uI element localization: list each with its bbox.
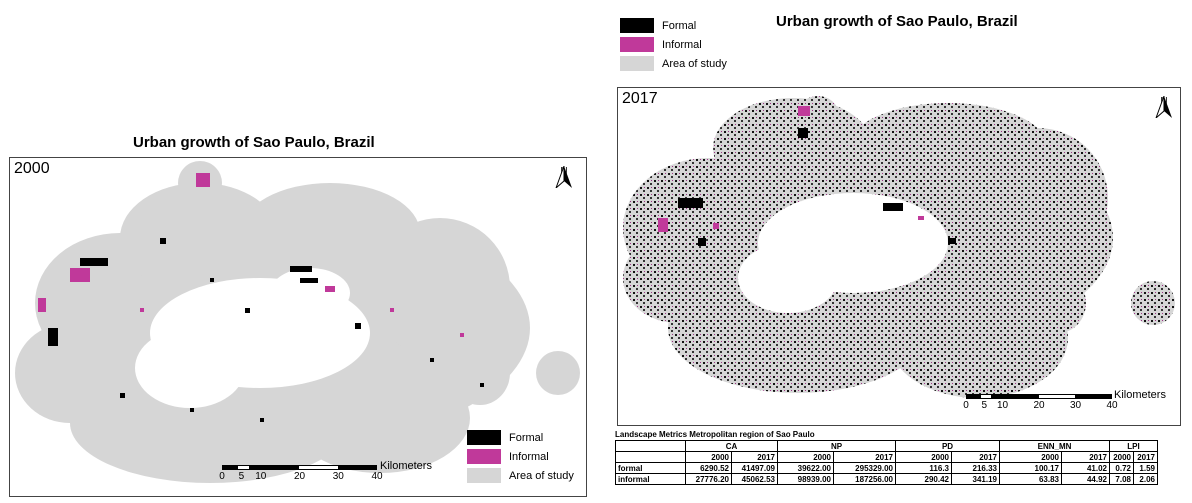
map-2017-title: Urban growth of Sao Paulo, Brazil	[776, 13, 1018, 30]
area-swatch	[467, 468, 501, 483]
table-cell: 116.3	[895, 462, 952, 474]
table-cell: 187256.00	[833, 473, 896, 485]
map-2000-informal	[38, 173, 464, 337]
row-label: formal	[615, 462, 686, 474]
north-arrow-icon	[1155, 96, 1172, 118]
scale-tick: 20	[1033, 400, 1045, 411]
year-header: 2000	[777, 451, 834, 463]
year-header: 2000	[1109, 451, 1134, 463]
column-header: ENN_MN	[999, 440, 1110, 452]
year-header: 2017	[1133, 451, 1158, 463]
scale-tick: 30	[332, 471, 344, 482]
scale-tick: 5	[981, 400, 988, 411]
map-2000-frame: 2000	[9, 157, 587, 497]
map-2000-formal	[48, 238, 484, 422]
map-2017-canvas	[623, 96, 1175, 398]
informal-swatch	[620, 37, 654, 52]
legend-item-formal: Formal	[467, 430, 574, 445]
legend-item-formal: Formal	[620, 18, 727, 33]
table-cell: 6290.52	[685, 462, 732, 474]
scale-tick: 0	[219, 471, 225, 482]
table-cell: 0.72	[1109, 462, 1134, 474]
table-cell: 2.06	[1133, 473, 1158, 485]
table-cell: 44.92	[1061, 473, 1110, 485]
year-header: 2000	[999, 451, 1062, 463]
table-cell: 290.42	[895, 473, 952, 485]
legend-item-area: Area of study	[620, 56, 727, 71]
table-cell: 98939.00	[777, 473, 834, 485]
informal-swatch	[467, 449, 501, 464]
map-2000-title: Urban growth of Sao Paulo, Brazil	[133, 134, 375, 151]
table-cell: 41.02	[1061, 462, 1110, 474]
year-header: 2000	[895, 451, 952, 463]
map-2017-scalebar: Kilometers 0 5 10 20 30 40	[963, 389, 1166, 411]
scale-tick: 30	[1069, 400, 1082, 411]
north-arrow-icon	[555, 166, 572, 188]
map-2017-formal	[678, 128, 956, 246]
formal-swatch	[620, 18, 654, 33]
column-header: LPI	[1109, 440, 1158, 452]
scale-tick: 20	[293, 471, 306, 482]
scale-tick: 10	[255, 471, 267, 482]
year-header: 2017	[833, 451, 896, 463]
table-header-years: 2000 2017 2000 2017 2000 2017 2000 2017 …	[615, 451, 1158, 463]
table-cell: 27776.20	[685, 473, 732, 485]
table-caption: Landscape Metrics Metropolitan region of…	[615, 430, 815, 439]
column-header: CA	[685, 440, 778, 452]
year-header: 2000	[685, 451, 732, 463]
map-2000-scale-unit: Kilometers	[380, 460, 432, 472]
map-2017-frame: 2017	[617, 87, 1181, 426]
scale-tick: 40	[1106, 400, 1118, 411]
map-2017-year: 2017	[622, 90, 658, 107]
map-2000-year: 2000	[14, 160, 50, 177]
table-header-metrics: CA NP PD ENN_MN LPI	[615, 440, 1158, 452]
table-cell: 341.19	[951, 473, 1000, 485]
map-2000-scalebar: Kilometers 0 5 10 20 30 40	[219, 460, 432, 482]
map-2000-north-arrow: N	[554, 166, 574, 188]
map-2017-north-arrow: N	[1154, 96, 1174, 118]
scale-tick: 0	[963, 400, 969, 411]
formal-swatch	[467, 430, 501, 445]
map-2000-legend: Formal Informal Area of study	[467, 430, 574, 487]
legend-item-area: Area of study	[467, 468, 574, 483]
map-2000-core	[135, 268, 370, 408]
map-2017-legend: Formal Informal Area of study	[620, 18, 727, 75]
table-cell: 216.33	[951, 462, 1000, 474]
map-2017-scale-unit: Kilometers	[1114, 389, 1166, 401]
map-2017-informal	[658, 106, 924, 232]
table-row: informal 27776.20 45062.53 98939.00 1872…	[615, 473, 1158, 485]
table-cell: 295329.00	[833, 462, 896, 474]
scale-tick: 10	[996, 400, 1009, 411]
year-header: 2017	[731, 451, 778, 463]
table-cell: 41497.09	[731, 462, 778, 474]
scale-tick: 40	[371, 471, 383, 482]
table-row: formal 6290.52 41497.09 39622.00 295329.…	[615, 462, 1158, 474]
legend-item-informal: Informal	[620, 37, 727, 52]
map-2017-core	[738, 193, 948, 313]
row-label: informal	[615, 473, 686, 485]
year-header: 2017	[1061, 451, 1110, 463]
table-cell: 45062.53	[731, 473, 778, 485]
table-cell: 39622.00	[777, 462, 834, 474]
table-cell: 63.83	[999, 473, 1062, 485]
table-cell: 7.08	[1109, 473, 1134, 485]
scale-tick: 5	[238, 471, 245, 482]
table-cell: 100.17	[999, 462, 1062, 474]
table-cell: 1.59	[1133, 462, 1158, 474]
area-swatch	[620, 56, 654, 71]
column-header: PD	[895, 440, 1000, 452]
landscape-metrics-table: Landscape Metrics Metropolitan region of…	[615, 430, 1158, 485]
map-2000-canvas	[15, 161, 580, 483]
legend-item-informal: Informal	[467, 449, 574, 464]
year-header: 2017	[951, 451, 1000, 463]
column-header: NP	[777, 440, 896, 452]
